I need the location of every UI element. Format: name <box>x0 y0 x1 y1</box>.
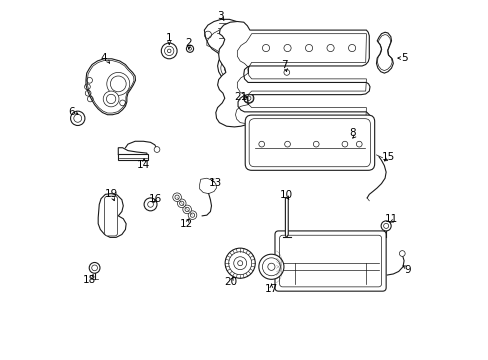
Circle shape <box>188 211 196 220</box>
Text: 17: 17 <box>264 284 278 294</box>
Text: 5: 5 <box>400 53 407 63</box>
Circle shape <box>262 44 269 51</box>
Text: 19: 19 <box>105 189 118 199</box>
Circle shape <box>284 44 290 51</box>
Circle shape <box>224 248 255 278</box>
Circle shape <box>244 93 253 103</box>
Circle shape <box>399 251 405 256</box>
Circle shape <box>105 224 116 235</box>
Circle shape <box>380 221 390 231</box>
Text: 7: 7 <box>280 60 286 70</box>
Polygon shape <box>204 19 247 80</box>
Text: 12: 12 <box>180 219 193 229</box>
Circle shape <box>177 199 185 208</box>
Text: 14: 14 <box>137 160 150 170</box>
Circle shape <box>356 141 362 147</box>
Circle shape <box>284 69 289 75</box>
Polygon shape <box>376 32 392 73</box>
Circle shape <box>326 44 333 51</box>
Circle shape <box>70 111 85 126</box>
Polygon shape <box>118 148 147 155</box>
Circle shape <box>103 91 119 107</box>
Text: 2: 2 <box>185 38 192 48</box>
Circle shape <box>258 141 264 147</box>
Circle shape <box>305 44 312 51</box>
Circle shape <box>183 205 191 214</box>
Circle shape <box>172 193 181 202</box>
Polygon shape <box>285 198 287 237</box>
Text: 21: 21 <box>234 92 247 102</box>
Text: 1: 1 <box>165 33 172 43</box>
Polygon shape <box>199 178 216 194</box>
Circle shape <box>105 197 116 208</box>
Circle shape <box>221 58 241 78</box>
Circle shape <box>144 198 157 211</box>
Text: 10: 10 <box>280 190 293 200</box>
Circle shape <box>348 44 355 51</box>
Text: 18: 18 <box>83 275 96 285</box>
Polygon shape <box>215 22 369 127</box>
Text: 15: 15 <box>381 152 394 162</box>
Text: 6: 6 <box>68 107 75 117</box>
Text: 13: 13 <box>209 178 222 188</box>
Circle shape <box>284 141 290 147</box>
Circle shape <box>341 141 347 147</box>
Text: 20: 20 <box>224 277 237 287</box>
FancyBboxPatch shape <box>274 231 386 291</box>
FancyBboxPatch shape <box>249 119 369 167</box>
FancyBboxPatch shape <box>104 196 117 236</box>
Circle shape <box>313 141 319 147</box>
Text: 9: 9 <box>404 265 410 275</box>
Circle shape <box>186 45 193 52</box>
Text: 8: 8 <box>348 129 355 138</box>
FancyBboxPatch shape <box>244 115 374 170</box>
Circle shape <box>161 43 177 59</box>
Text: 3: 3 <box>216 11 223 21</box>
FancyBboxPatch shape <box>279 235 381 287</box>
Polygon shape <box>86 59 135 115</box>
Text: 11: 11 <box>384 215 397 224</box>
Circle shape <box>154 147 160 152</box>
Circle shape <box>105 211 116 221</box>
Circle shape <box>89 262 100 273</box>
Circle shape <box>258 254 284 279</box>
Text: 4: 4 <box>101 53 107 63</box>
Polygon shape <box>98 194 126 237</box>
Text: 16: 16 <box>149 194 162 204</box>
Circle shape <box>106 72 129 95</box>
Bar <box>118 154 147 160</box>
